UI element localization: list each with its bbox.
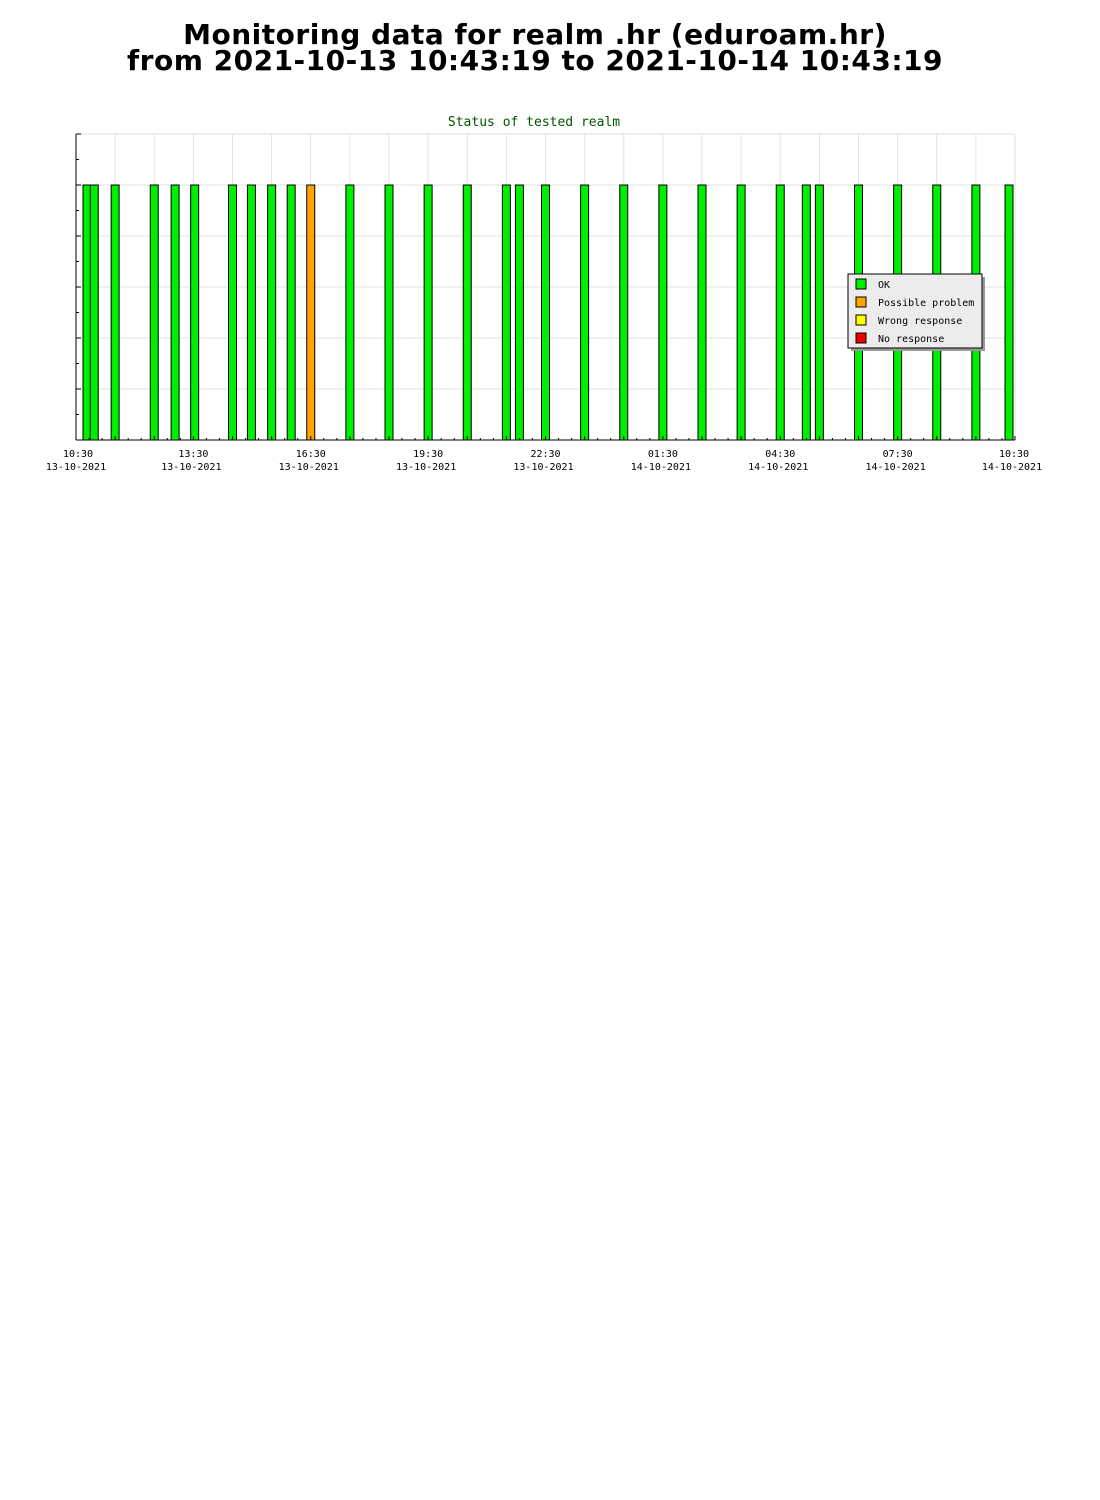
x-tick-label-date: 14-10-2021 — [748, 462, 808, 473]
status-bar — [814, 184, 824, 441]
legend-swatch — [855, 278, 867, 290]
status-bar — [514, 184, 524, 441]
chart-axes — [75, 133, 1016, 441]
status-bar — [306, 184, 316, 441]
status-bar — [423, 184, 433, 441]
status-bar — [801, 184, 811, 441]
x-axis-ticks: 10:30 13-10-2021 13:30 13-10-2021 16:30 13-10… — [46, 449, 1042, 473]
status-bar — [246, 184, 256, 441]
status-bar — [541, 184, 550, 441]
status-bar — [149, 184, 159, 441]
status-bar — [89, 184, 99, 441]
status-bar — [736, 184, 746, 441]
status-bar — [462, 184, 472, 441]
x-tick-label-date: 13-10-2021 — [396, 462, 456, 473]
x-tick-label-date: 13-10-2021 — [46, 462, 106, 473]
page-header: Monitoring data for realm .hr (eduroam.h… — [0, 18, 1070, 77]
x-tick-label-time: 19:30 — [413, 449, 443, 460]
x-tick-label-date: 14-10-2021 — [866, 462, 926, 473]
x-tick-label-date: 13-10-2021 — [161, 462, 221, 473]
page-title: Monitoring data for realm .hr (eduroam.h… — [183, 18, 887, 51]
status-chart: Status of tested realm 10:30 13-10-2021 13… — [46, 115, 1042, 473]
legend-label: Possible problem — [878, 298, 974, 309]
status-bar — [619, 184, 629, 441]
status-bar — [384, 184, 394, 441]
legend-swatch — [855, 332, 867, 344]
legend-box — [847, 273, 983, 349]
status-bar — [170, 184, 180, 441]
status-bar — [658, 184, 668, 441]
status-bar — [228, 184, 237, 441]
status-bar — [345, 184, 355, 441]
x-tick-label-date: 13-10-2021 — [279, 462, 339, 473]
x-tick-label-time: 07:30 — [883, 449, 913, 460]
x-tick-label-date: 13-10-2021 — [513, 462, 573, 473]
status-bar — [267, 184, 277, 441]
x-tick-label-time: 13:30 — [178, 449, 208, 460]
x-tick-label-time: 10:30 — [999, 449, 1029, 460]
status-bar — [580, 184, 590, 441]
status-bar — [110, 184, 120, 441]
x-tick-label-time: 01:30 — [648, 449, 678, 460]
chart-legend: OK Possible problem Wrong response No respo… — [847, 273, 985, 351]
status-bar — [286, 184, 296, 441]
legend-label: No response — [878, 334, 944, 345]
legend-swatch — [855, 314, 867, 326]
page-subtitle: from 2021-10-13 10:43:19 to 2021-10-14 1… — [126, 44, 944, 77]
x-tick-label-date: 14-10-2021 — [982, 462, 1042, 473]
status-bar — [1004, 184, 1014, 441]
status-bar — [697, 184, 707, 441]
x-tick-label-time: 16:30 — [296, 449, 326, 460]
status-bar — [501, 184, 511, 441]
status-bar — [775, 184, 785, 441]
legend-swatch — [855, 296, 867, 308]
x-tick-label-time: 10:30 — [63, 449, 93, 460]
x-tick-label-time: 22:30 — [530, 449, 560, 460]
x-tick-label-date: 14-10-2021 — [631, 462, 691, 473]
chart-title: Status of tested realm — [448, 115, 620, 130]
legend-label: Wrong response — [878, 316, 962, 327]
x-tick-label-time: 04:30 — [765, 449, 795, 460]
status-bar — [190, 184, 200, 441]
legend-label: OK — [878, 280, 890, 291]
